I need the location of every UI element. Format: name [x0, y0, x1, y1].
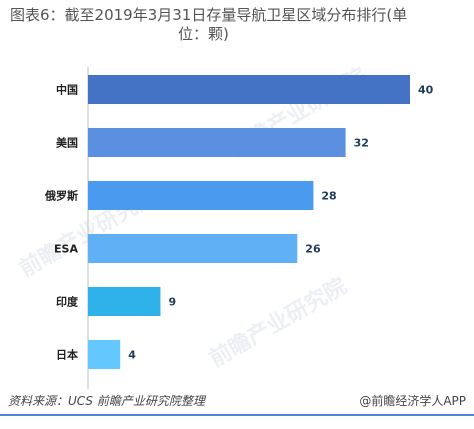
value-label: 9: [168, 296, 176, 309]
category-label: 印度: [56, 295, 79, 309]
value-label: 26: [305, 243, 321, 256]
value-label: 4: [128, 349, 136, 362]
bar-4: [88, 287, 161, 316]
bar-2: [88, 181, 314, 210]
bar-5: [88, 340, 121, 369]
value-label: 40: [418, 84, 434, 97]
category-label: 俄罗斯: [44, 189, 78, 203]
category-label: 美国: [56, 136, 78, 150]
bar-0: [88, 75, 410, 104]
value-label: 28: [321, 190, 336, 203]
bar-1: [88, 128, 346, 157]
chart-title: 图表6：截至2019年3月31日存量导航卫星区域分布排行(单 位：颗): [10, 6, 465, 44]
brand-credit: @前瞻经济学人APP: [359, 394, 466, 408]
category-label: 日本: [56, 348, 78, 362]
category-label: ESA: [54, 243, 78, 256]
source-note: 资料来源：UCS 前瞻产业研究院整理: [8, 394, 205, 408]
chart-title-line1: 图表6：截至2019年3月31日存量导航卫星区域分布排行(单: [10, 6, 408, 24]
chart-title-line2: 位：颗): [178, 25, 229, 43]
category-label: 中国: [56, 83, 78, 97]
value-label: 32: [354, 137, 369, 150]
bar-3: [88, 234, 298, 263]
footer-divider: [0, 414, 474, 416]
